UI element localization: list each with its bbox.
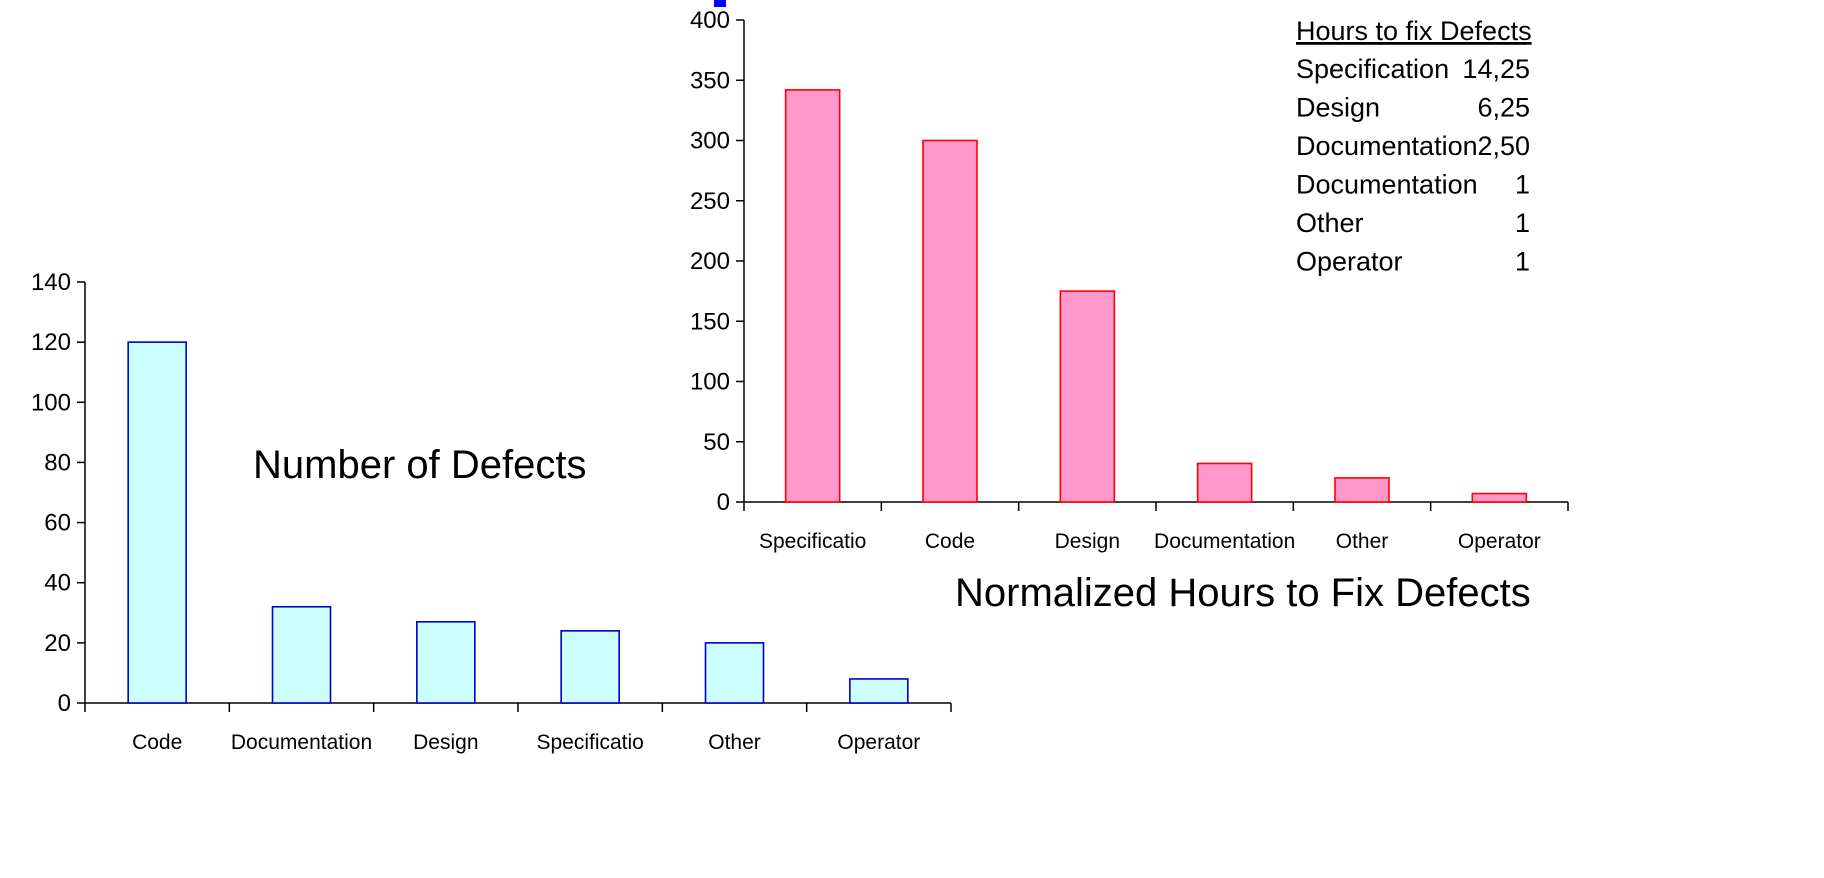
bar-code	[127, 341, 187, 704]
bar-code	[922, 139, 978, 503]
bar-other	[704, 642, 765, 704]
y-tick-label: 60	[44, 510, 71, 537]
hours-table: Hours to fix Defects Specification 14,25 D…	[1296, 16, 1532, 277]
y-tick-label: 120	[31, 329, 71, 356]
hours-table-value: 2,50	[1477, 131, 1530, 161]
y-tick-label: 40	[44, 570, 71, 597]
y-tick-label: 50	[703, 429, 730, 456]
bar-design	[1059, 290, 1116, 503]
chart-normalized-hours: 0 50 100 150 200 250 300 350 400 Specificatio Cod…	[690, 7, 1569, 615]
category-label: Specificatio	[536, 731, 643, 754]
hours-table-value: 1	[1515, 208, 1530, 238]
bar-specificatio	[784, 89, 841, 503]
category-label: Code	[132, 731, 182, 754]
chart-number-of-defects: 0 20 40 60 80 100 120 140 Code Documentation Desi…	[31, 269, 952, 754]
y-tick-label: 200	[690, 248, 730, 275]
chart-title: Normalized Hours to Fix Defects	[955, 571, 1531, 615]
y-tick-label: 140	[31, 269, 71, 296]
category-label: Design	[1055, 530, 1120, 553]
y-tick-label: 250	[690, 188, 730, 215]
y-tick-label: 300	[690, 128, 730, 155]
hours-table-label: Other	[1296, 208, 1364, 238]
bar-operator	[849, 678, 909, 704]
y-tick-label: 20	[44, 630, 71, 657]
category-label: Code	[925, 530, 975, 553]
hours-table-value: 6,25	[1477, 93, 1530, 123]
bar-other	[1334, 477, 1390, 503]
category-label: Design	[413, 731, 478, 754]
category-label: Documentation	[231, 731, 372, 754]
hours-table-label: Specification	[1296, 54, 1449, 84]
category-label: Other	[708, 731, 761, 754]
chart-title: Number of Defects	[253, 443, 586, 487]
category-label: Documentation	[1154, 530, 1295, 553]
category-label: Other	[1336, 530, 1389, 553]
hours-table-label: Design	[1296, 93, 1380, 123]
bar-design	[416, 621, 476, 704]
hours-table-label: Documentation	[1296, 170, 1478, 200]
bar-documentation	[1196, 462, 1253, 503]
y-tick-label: 80	[44, 449, 71, 476]
y-tick-label: 100	[690, 369, 730, 396]
hours-table-label: Operator	[1296, 247, 1403, 277]
category-label: Operator	[837, 731, 920, 754]
bar-operator	[1471, 492, 1528, 503]
category-label: Operator	[1458, 530, 1541, 553]
y-tick-label: 150	[690, 308, 730, 335]
hours-table-heading: Hours to fix Defects	[1296, 16, 1532, 46]
y-tick-label: 350	[690, 67, 730, 94]
y-tick-label: 0	[58, 690, 71, 717]
hours-table-value: 1	[1515, 247, 1530, 277]
title-fragment	[714, 0, 726, 7]
hours-table-value: 14,25	[1462, 54, 1530, 84]
category-label: Specificatio	[759, 530, 866, 553]
y-tick-label: 100	[31, 389, 71, 416]
y-tick-label: 400	[690, 7, 730, 34]
bar-specificatio	[560, 630, 620, 704]
hours-table-value: 1	[1515, 170, 1530, 200]
y-tick-label: 0	[717, 489, 730, 516]
bar-documentation	[271, 605, 332, 704]
hours-table-label: Documentation	[1296, 131, 1478, 161]
